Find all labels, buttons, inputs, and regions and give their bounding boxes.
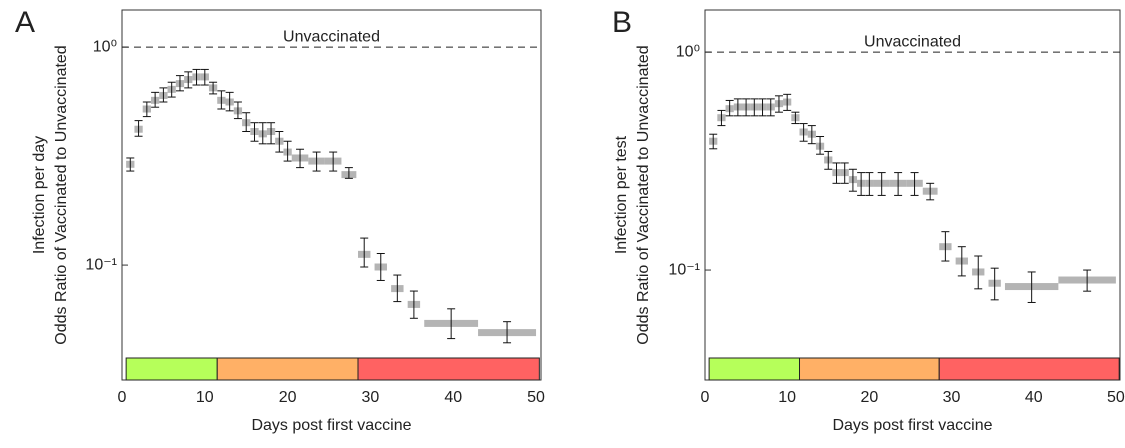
phase-band: [125, 357, 218, 381]
y-tick-label: 10⁰: [676, 43, 700, 60]
x-tick-label: 40: [1025, 389, 1043, 406]
phase-band: [357, 357, 540, 381]
phase-band: [799, 357, 940, 381]
x-tick-label: 30: [943, 389, 961, 406]
x-axis-label: Days post first vaccine: [832, 417, 992, 434]
reference-label: Unvaccinated: [283, 28, 380, 45]
y-axis-label: Odds Ratio of Vaccinated to Unvaccinated: [635, 45, 652, 344]
y-axis-label: Infection per day: [31, 136, 48, 254]
y-tick-label: 10⁻¹: [85, 256, 117, 273]
x-tick-label: 30: [362, 389, 380, 406]
x-tick-label: 10: [196, 389, 214, 406]
x-tick-label: 50: [527, 389, 545, 406]
x-tick-label: 0: [118, 389, 127, 406]
x-tick-label: 0: [701, 389, 710, 406]
panel-label: A: [15, 6, 35, 39]
y-tick-label: 10⁻¹: [668, 261, 700, 278]
x-tick-label: 20: [279, 389, 297, 406]
panel-label: B: [612, 6, 632, 39]
phase-band: [708, 357, 801, 381]
x-tick-label: 50: [1107, 389, 1125, 406]
y-axis-label: Infection per test: [613, 135, 630, 254]
y-axis-label: Odds Ratio of Vaccinated to Unvaccinated: [53, 45, 70, 344]
phase-band: [938, 357, 1120, 381]
x-tick-label: 20: [860, 389, 878, 406]
x-tick-label: 40: [444, 389, 462, 406]
y-tick-label: 10⁰: [93, 38, 117, 55]
phase-band: [216, 357, 359, 381]
x-tick-label: 10: [778, 389, 796, 406]
plot-area: [121, 9, 542, 381]
x-axis-label: Days post first vaccine: [251, 417, 411, 434]
reference-label: Unvaccinated: [864, 33, 961, 50]
